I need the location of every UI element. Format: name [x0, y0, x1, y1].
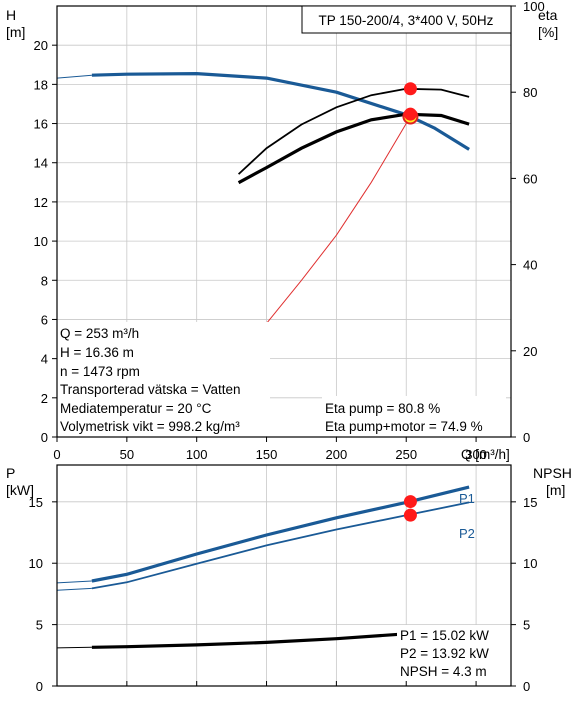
- top-right-tick-label: 40: [523, 258, 537, 273]
- top-y-axis-unit: [m]: [6, 24, 25, 40]
- info-line-h: H = 16.36 m: [60, 345, 134, 360]
- top-x-tick-label: 300: [465, 447, 487, 462]
- bottom-y-axis-unit: [kW]: [6, 482, 34, 498]
- bottom-chart-series: [56, 485, 470, 649]
- info-line-liquid: Transporterad vätska = Vatten: [60, 382, 240, 397]
- chart-title: TP 150-200/4, 3*400 V, 50Hz: [319, 13, 494, 28]
- p2-operating-point: [403, 508, 417, 522]
- h-curve-low-flow-line: [56, 74, 92, 79]
- top-y-tick-label: 20: [34, 38, 48, 53]
- top-right-tick-label: 100: [523, 0, 545, 14]
- top-y-tick-label: 8: [41, 273, 48, 288]
- info-line-q: Q = 253 m³/h: [60, 326, 139, 341]
- top-x-tick-label: 250: [395, 447, 417, 462]
- eta-pump-curve-line: [237, 87, 470, 175]
- bottom-y-tick-label: 15: [29, 495, 43, 510]
- top-right-tick-label: 0: [523, 430, 530, 445]
- top-info-box: [57, 322, 270, 436]
- h-curve-line: [91, 72, 470, 151]
- top-plot-frame: [56, 5, 512, 438]
- top-right-axis-unit: [%]: [538, 24, 558, 40]
- bottom-info-box: [397, 625, 504, 685]
- top-y-tick-label: 14: [34, 156, 48, 171]
- bottom-plot-frame: [56, 464, 512, 687]
- chart-title-box: [301, 5, 512, 34]
- bottom-y-tick-label: 10: [29, 556, 43, 571]
- bottom-right-tick-label: 0: [523, 679, 530, 694]
- p1-operating-point: [403, 495, 417, 509]
- top-y-tick-label: 0: [41, 430, 48, 445]
- info-line-n: n = 1473 rpm: [60, 364, 140, 379]
- bottom-y-tick-label: 5: [36, 618, 43, 633]
- bottom-right-axis-unit: [m]: [546, 482, 565, 498]
- top-y-tick-label: 12: [34, 195, 48, 210]
- eta-pump-motor-operating-point: [403, 107, 417, 121]
- top-chart-ticks: 0 50 100 150 200 250 3000246810121416182002040…: [34, 0, 545, 462]
- eta-pump-motor-curve-line: [237, 112, 470, 185]
- top-y-tick-label: 4: [41, 352, 48, 367]
- top-eta-box: [322, 396, 506, 436]
- npsh-curve-low-flow-line: [56, 646, 92, 649]
- top-x-axis-label: Q [m³/h]: [461, 447, 510, 462]
- top-x-tick-label: 50: [120, 447, 134, 462]
- info-line-density: Volymetrisk vikt = 998.2 kg/m³: [60, 419, 240, 434]
- top-y-tick-label: 10: [34, 234, 48, 249]
- info-line-p1: P1 = 15.02 kW: [400, 628, 489, 643]
- bottom-chart-ticks: 0 5 10 15 0 5 10 15: [29, 495, 538, 694]
- system-curve-line: [266, 116, 411, 324]
- p1-curve-low-flow-line: [56, 580, 92, 584]
- top-chart-grid: [57, 6, 511, 437]
- top-x-tick-label: 0: [53, 447, 60, 462]
- info-line-eta-pump: Eta pump = 80.8 %: [325, 401, 440, 416]
- eta-pump-operating-point: [403, 82, 417, 96]
- bottom-info-lines: P1 = 15.02 kW P2 = 13.92 kW NPSH = 4.3 m: [400, 628, 489, 679]
- bottom-right-tick-label: 15: [523, 495, 537, 510]
- top-x-tick-label: 100: [186, 447, 208, 462]
- top-right-tick-label: 60: [523, 171, 537, 186]
- p2-series-label: P2: [459, 526, 475, 541]
- bottom-right-tick-label: 10: [523, 556, 537, 571]
- top-y-tick-label: 18: [34, 77, 48, 92]
- top-chart-series: [56, 72, 470, 324]
- info-line-npsh: NPSH = 4.3 m: [400, 664, 487, 679]
- top-y-tick-label: 6: [41, 312, 48, 327]
- top-y-tick-label: 2: [41, 391, 48, 406]
- npsh-curve-line: [91, 632, 407, 649]
- top-y-axis-label: H: [6, 7, 16, 23]
- top-info-lines: Q = 253 m³/h H = 16.36 m n = 1473 rpm Tr…: [60, 326, 483, 434]
- info-line-temp: Mediatemperatur = 20 °C: [60, 401, 212, 416]
- bottom-y-tick-label: 0: [36, 679, 43, 694]
- info-line-p2: P2 = 13.92 kW: [400, 646, 489, 661]
- top-right-axis-label: eta: [538, 7, 558, 23]
- bottom-right-axis-label: NPSH: [533, 465, 572, 481]
- bottom-right-tick-label: 5: [523, 618, 530, 633]
- top-right-tick-label: 20: [523, 344, 537, 359]
- p2-curve-low-flow-line: [56, 587, 92, 591]
- p1-series-label: P1: [459, 491, 475, 506]
- top-x-tick-label: 200: [326, 447, 348, 462]
- bottom-y-axis-label: P: [6, 465, 15, 481]
- top-y-tick-label: 16: [34, 117, 48, 132]
- info-line-eta-pump-motor: Eta pump+motor = 74.9 %: [325, 419, 483, 434]
- top-x-tick-label: 150: [256, 447, 278, 462]
- top-right-tick-label: 80: [523, 85, 537, 100]
